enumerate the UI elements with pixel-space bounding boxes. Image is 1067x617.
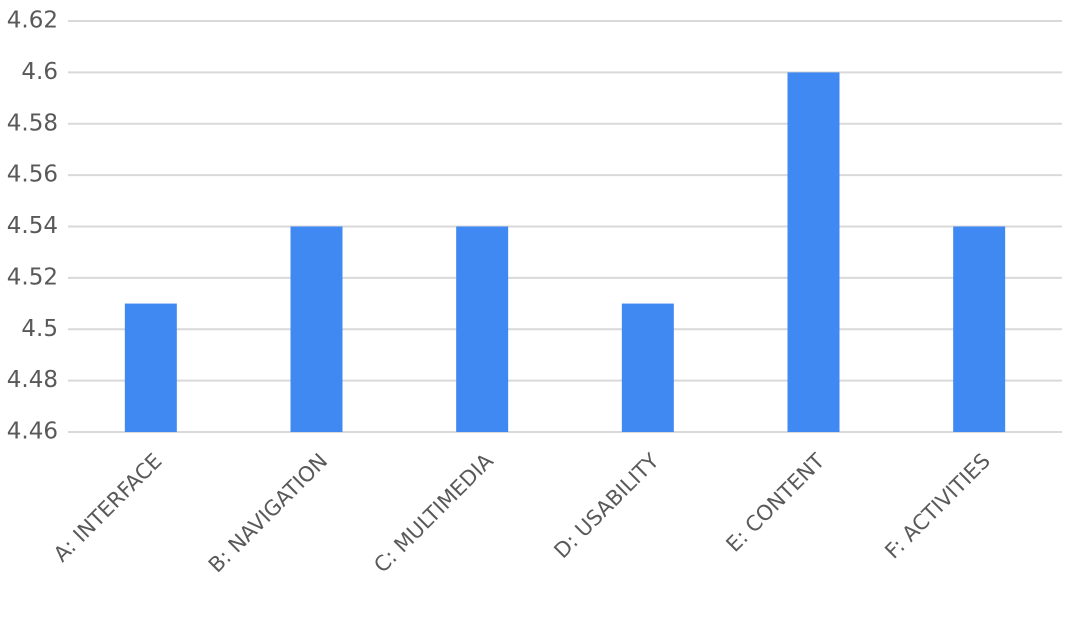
y-tick-label: 4.6 xyxy=(21,59,58,85)
y-tick-label: 4.56 xyxy=(7,162,58,188)
x-tick-label: D: USABILITY xyxy=(549,449,663,563)
bar xyxy=(290,226,343,432)
x-tick-label: E: CONTENT xyxy=(721,449,829,557)
x-tick-label: F: ACTIVITIES xyxy=(880,449,995,564)
y-tick-label: 4.62 xyxy=(7,8,58,34)
bar xyxy=(787,72,840,432)
y-tick-label: 4.52 xyxy=(7,264,58,290)
bar xyxy=(456,226,509,432)
y-tick-label: 4.58 xyxy=(7,110,58,136)
bar xyxy=(124,303,177,432)
x-tick-label: B: NAVIGATION xyxy=(204,449,332,577)
y-tick-label: 4.54 xyxy=(7,213,58,239)
x-tick-label: A: INTERFACE xyxy=(49,449,167,567)
bar xyxy=(621,303,674,432)
y-tick-label: 4.46 xyxy=(7,419,58,445)
x-tick-label: C: MULTIMEDIA xyxy=(369,448,498,577)
bar xyxy=(953,226,1006,432)
y-tick-label: 4.48 xyxy=(7,367,58,393)
y-tick-label: 4.5 xyxy=(21,316,58,342)
